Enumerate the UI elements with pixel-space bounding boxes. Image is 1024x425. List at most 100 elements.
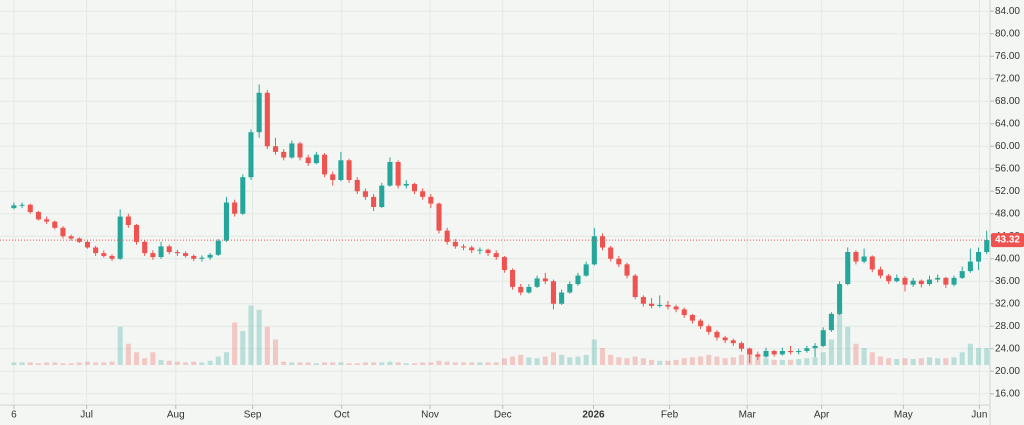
candle-body [779,351,785,355]
candle-body [297,143,303,158]
candle-body [599,236,606,248]
candle-body [142,241,148,254]
volume-bar [918,358,924,365]
candle-body [649,303,655,306]
volume-bar [640,358,646,365]
volume-bar [861,348,867,365]
volume-bar [542,356,548,365]
volume-bar [477,362,483,365]
volume-bar [346,363,352,365]
candle-body [534,278,540,287]
volume-bar [183,362,189,365]
y-tick-label: 84.00 [995,6,1020,17]
volume-bar [387,361,393,365]
candle-body [918,280,924,285]
candle-body [362,191,368,197]
volume-bar [649,359,655,365]
candle-body [812,345,818,349]
candle-body [207,254,213,258]
candle-body [567,284,573,293]
volume-bar [894,359,900,365]
candle-body [845,252,851,285]
candle-body [84,241,91,248]
candle-body [559,292,565,304]
volume-bar [223,352,229,365]
candle-body [428,196,434,204]
candle-body [117,216,123,259]
volume-bar [681,358,687,365]
volume-bar [297,362,303,365]
candle-body [673,306,679,310]
volume-bar [984,348,990,365]
y-tick-label: 80.00 [995,28,1020,39]
candle-body [894,277,900,282]
candle-body [951,277,957,285]
candle-body [281,151,287,158]
candle-body [591,236,597,265]
volume-bar [967,343,973,365]
candle-body [436,203,442,231]
volume-bar [510,356,516,365]
candle-body [272,146,279,152]
candle-body [967,261,973,272]
candle-body [191,255,197,259]
y-tick-label: 20.00 [995,366,1020,377]
candle-body [869,256,875,270]
candle-body [804,348,810,351]
candle-body [698,320,704,327]
volume-bar [657,360,663,365]
volume-bar [771,359,777,365]
candle-body [158,246,164,258]
volume-bar [763,358,769,365]
y-tick-label: 28.00 [995,321,1020,332]
volume-bar [526,357,532,365]
volume-bar [125,343,131,365]
volume-bar [256,309,262,365]
y-tick-label: 40.00 [995,253,1020,264]
candle-body [575,275,581,285]
x-tick-label: Mar [739,410,757,421]
volume-bar [673,359,679,365]
candle-body [305,157,311,164]
volume-bar [411,363,418,365]
volume-bar [395,362,401,365]
candle-body [722,337,728,341]
candle-body [232,202,238,214]
volume-bar [166,360,172,365]
volume-bar [330,362,336,365]
candle-body [150,253,156,258]
volume-bar [812,357,818,365]
volume-bar [68,363,74,365]
volume-bar [820,352,826,365]
volume-bar [599,348,606,365]
candle-body [640,297,646,304]
volume-bar [567,357,573,365]
candle-body [738,343,745,349]
volume-bar [534,358,540,365]
volume-bar [142,358,148,365]
volume-bar [943,358,949,365]
volume-bar [575,356,581,365]
x-tick-label: Jun [971,410,987,421]
x-tick-label: Sep [244,410,262,421]
volume-bar [469,362,475,365]
candle-body [877,269,883,276]
candle-body [747,348,753,355]
candle-body [379,185,385,207]
candle-body [240,177,246,214]
y-tick-label: 16.00 [995,388,1020,399]
candle-body [837,284,843,314]
x-tick-label: Jul [80,410,93,421]
candle-body [976,252,982,262]
candle-body [828,313,834,331]
volume-bar [109,361,115,365]
volume-bar [240,331,246,365]
volume-bar [935,358,941,365]
candle-body [665,304,671,307]
candle-body [608,247,614,259]
volume-bar [174,361,180,365]
candle-body [411,183,418,192]
volume-bar [289,362,295,365]
candle-body [125,216,131,225]
